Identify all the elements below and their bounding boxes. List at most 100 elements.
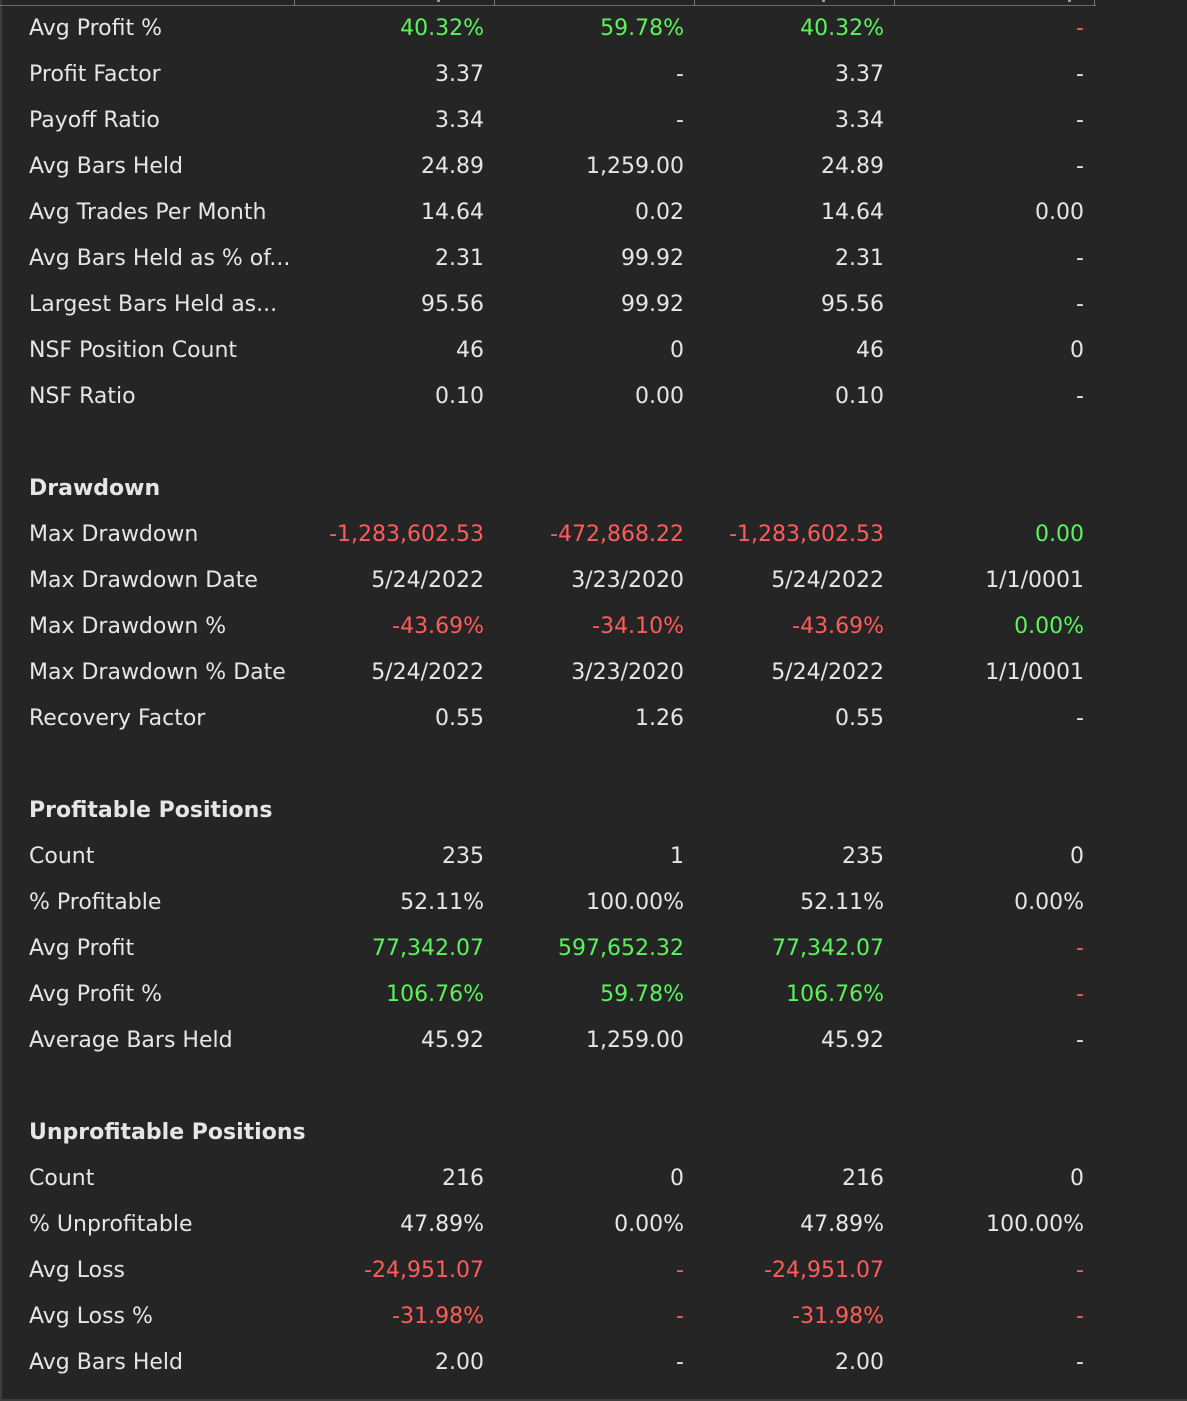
metric-value: - — [1076, 1304, 1084, 1329]
table-row: Payoff Ratio 3.34 - 3.34 - — [0, 98, 1187, 144]
metric-value: - — [676, 1304, 684, 1329]
table-row: Max Drawdown % -43.69% -34.10% -43.69% 0.00% — [0, 604, 1187, 650]
header-text-fragment — [437, 0, 440, 2]
metric-label: Recovery Factor — [29, 706, 206, 731]
metric-value: 2.31 — [435, 246, 484, 271]
metric-value: 99.92 — [621, 292, 684, 317]
table-row: Recovery Factor 0.55 1.26 0.55 - — [0, 696, 1187, 742]
metric-label: Avg Loss — [29, 1258, 125, 1283]
column-separator[interactable] — [494, 0, 495, 5]
table-row: Max Drawdown Date 5/24/2022 3/23/2020 5/24/… — [0, 558, 1187, 604]
metric-value: -1,283,602.53 — [329, 522, 484, 547]
metric-value: 3.34 — [435, 108, 484, 133]
metric-label: Avg Bars Held — [29, 1350, 183, 1375]
table-row: Avg Bars Held 24.89 1,259.00 24.89 - — [0, 144, 1187, 190]
table-row: NSF Position Count 46 0 46 0 — [0, 328, 1187, 374]
metric-value: 52.11% — [800, 890, 884, 915]
metric-value: 0.00 — [635, 384, 684, 409]
metric-value: - — [1076, 1028, 1084, 1053]
metric-value: - — [1076, 246, 1084, 271]
table-row: Avg Profit 77,342.07 597,652.32 77,342.07 - — [0, 926, 1187, 972]
table-row: % Profitable 52.11% 100.00% 52.11% 0.00% — [0, 880, 1187, 926]
metric-value: - — [1076, 62, 1084, 87]
section-spacer — [0, 1064, 1187, 1110]
metric-value: 235 — [442, 844, 484, 869]
metric-label: Avg Trades Per Month — [29, 200, 267, 225]
section-title: Profitable Positions — [29, 798, 273, 823]
table-row: Avg Profit % 106.76% 59.78% 106.76% - — [0, 972, 1187, 1018]
metric-label: Count — [29, 844, 95, 869]
metric-value: 45.92 — [421, 1028, 484, 1053]
metric-label: Avg Profit — [29, 936, 135, 961]
metric-value: -34.10% — [592, 614, 684, 639]
metric-value: 2.00 — [835, 1350, 884, 1375]
table-row: NSF Ratio 0.10 0.00 0.10 - — [0, 374, 1187, 420]
metric-value: - — [1076, 16, 1084, 41]
metric-value: 46 — [456, 338, 484, 363]
metric-value: 0.55 — [835, 706, 884, 731]
metric-value: 14.64 — [421, 200, 484, 225]
table-row: Profit Factor 3.37 - 3.37 - — [0, 52, 1187, 98]
header-text-fragment — [1068, 0, 1071, 2]
metric-value: - — [1076, 936, 1084, 961]
metric-label: Count — [29, 1166, 95, 1191]
metric-value: -472,868.22 — [550, 522, 684, 547]
metric-value: 24.89 — [421, 154, 484, 179]
metric-value: 59.78% — [600, 982, 684, 1007]
metric-value: 3.34 — [835, 108, 884, 133]
metric-label: Avg Profit % — [29, 982, 163, 1007]
metric-value: - — [676, 62, 684, 87]
column-separator[interactable] — [1094, 0, 1095, 5]
metric-value: 3/23/2020 — [571, 660, 684, 685]
metric-value: 0.02 — [635, 200, 684, 225]
metric-value: 0.00 — [1035, 522, 1084, 547]
metric-value: 77,342.07 — [772, 936, 884, 961]
metrics-table: Avg Profit % 40.32% 59.78% 40.32% - Profit Fa… — [0, 6, 1187, 1386]
metric-value: 14.64 — [821, 200, 884, 225]
column-separator[interactable] — [694, 0, 695, 5]
section-header: Drawdown — [0, 466, 1187, 512]
metric-label: Profit Factor — [29, 62, 161, 87]
table-row: Count 216 0 216 0 — [0, 1156, 1187, 1202]
table-row: Avg Bars Held 2.00 - 2.00 - — [0, 1340, 1187, 1386]
metric-value: 3.37 — [435, 62, 484, 87]
metric-value: 100.00% — [586, 890, 684, 915]
metric-value: 99.92 — [621, 246, 684, 271]
metric-label: Payoff Ratio — [29, 108, 160, 133]
column-header-strip[interactable] — [0, 0, 1096, 6]
metric-value: - — [1076, 982, 1084, 1007]
metric-value: 1/1/0001 — [985, 568, 1084, 593]
table-row: Avg Trades Per Month 14.64 0.02 14.64 0.00 — [0, 190, 1187, 236]
metric-value: - — [1076, 1350, 1084, 1375]
metric-value: 95.56 — [421, 292, 484, 317]
section-title: Drawdown — [29, 476, 161, 501]
metric-label: Largest Bars Held as... — [29, 292, 278, 317]
metric-value: -24,951.07 — [764, 1258, 884, 1283]
metric-value: 52.11% — [400, 890, 484, 915]
column-separator[interactable] — [294, 0, 295, 5]
metric-value: 95.56 — [821, 292, 884, 317]
column-separator[interactable] — [894, 0, 895, 5]
metric-value: -31.98% — [792, 1304, 884, 1329]
table-row: % Unprofitable 47.89% 0.00% 47.89% 100.00% — [0, 1202, 1187, 1248]
metric-value: 0.10 — [435, 384, 484, 409]
metric-value: 3.37 — [835, 62, 884, 87]
metric-value: -31.98% — [392, 1304, 484, 1329]
table-row: Avg Loss -24,951.07 - -24,951.07 - — [0, 1248, 1187, 1294]
metric-value: 5/24/2022 — [771, 660, 884, 685]
metric-value: 46 — [856, 338, 884, 363]
metric-value: 5/24/2022 — [771, 568, 884, 593]
metric-value: - — [1076, 154, 1084, 179]
section-header: Profitable Positions — [0, 788, 1187, 834]
metric-value: - — [1076, 384, 1084, 409]
metric-value: 0 — [670, 1166, 684, 1191]
metric-label: Average Bars Held — [29, 1028, 233, 1053]
metric-value: 0.10 — [835, 384, 884, 409]
metric-label: Max Drawdown % — [29, 614, 227, 639]
metric-value: -1,283,602.53 — [729, 522, 884, 547]
metric-label: Max Drawdown % Date — [29, 660, 286, 685]
metric-label: % Unprofitable — [29, 1212, 193, 1237]
metric-value: 0.55 — [435, 706, 484, 731]
metric-value: 47.89% — [400, 1212, 484, 1237]
metric-value: 0.00% — [614, 1212, 684, 1237]
